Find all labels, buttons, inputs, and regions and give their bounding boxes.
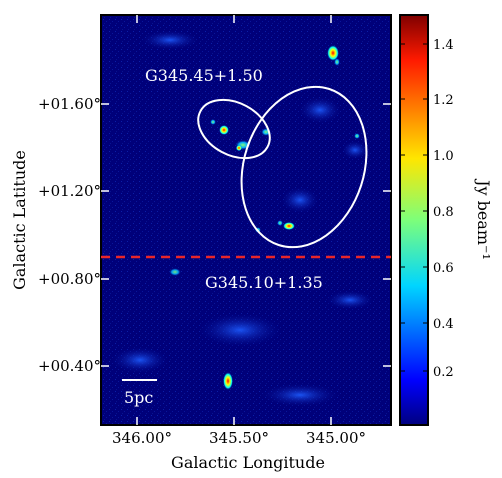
diffuse-emission <box>110 30 375 407</box>
colorbar-tick-1.4: 1.4 <box>433 38 454 53</box>
colorbar-tick-0.4: 0.4 <box>433 317 454 332</box>
map-panel: G345.45+1.50 G345.10+1.35 5pc <box>100 14 392 426</box>
colorbar-label: Jy beam⁻¹ <box>474 178 493 260</box>
colorbar: 1.4 1.2 1.0 0.8 0.6 0.4 0.2 Jy beam⁻¹ <box>399 14 493 426</box>
region-ellipse-large <box>240 85 368 249</box>
y-tick-0.80: +00.80° <box>38 270 101 288</box>
x-axis-label: Galactic Longitude <box>171 453 325 472</box>
y-tick-0.40: +00.40° <box>38 357 101 375</box>
y-axis-label: Galactic Latitude <box>10 150 29 290</box>
colorbar-tick-0.2: 0.2 <box>433 365 454 380</box>
colorbar-tick-1.0: 1.0 <box>433 149 454 164</box>
region-ellipse-small <box>197 98 271 160</box>
x-tick-345.00: 345.00° <box>306 429 366 447</box>
scale-bar-label: 5pc <box>124 388 153 407</box>
axis-ticks <box>101 15 391 425</box>
y-tick-1.60: +01.60° <box>38 95 101 113</box>
region-label-top: G345.45+1.50 <box>145 66 263 85</box>
region-label-bottom: G345.10+1.35 <box>205 273 323 292</box>
colorbar-tick-0.6: 0.6 <box>433 261 454 276</box>
x-tick-346.00: 346.00° <box>112 429 172 447</box>
colorbar-tick-1.2: 1.2 <box>433 93 454 108</box>
x-tick-345.50: 345.50° <box>209 429 269 447</box>
colorbar-tick-0.8: 0.8 <box>433 205 454 220</box>
y-tick-1.20: +01.20° <box>38 182 101 200</box>
